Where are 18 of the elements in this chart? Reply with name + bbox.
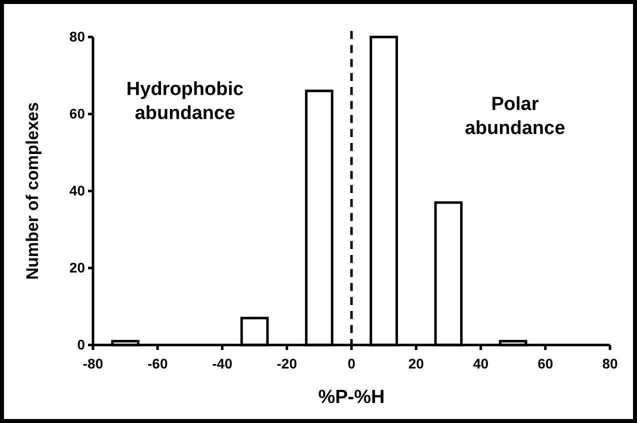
x-tick-label: 20 xyxy=(408,355,424,372)
x-tick-label: -80 xyxy=(82,355,104,372)
annotation: Polar abundance xyxy=(464,94,566,139)
x-tick-label: 60 xyxy=(538,355,554,372)
y-tick-label: 80 xyxy=(69,28,86,44)
x-tick-label: -60 xyxy=(148,355,168,372)
y-tick-label: 0 xyxy=(77,336,86,352)
annotation: Hydrophobic abundance xyxy=(126,79,244,124)
x-tick-label: -20 xyxy=(276,355,298,372)
y-tick-label: 40 xyxy=(69,182,86,198)
x-tick-label: 0 xyxy=(348,355,356,372)
x-tick-label: 40 xyxy=(472,355,489,372)
y-tick-label: 20 xyxy=(69,259,86,276)
x-axis-title: %P-%H xyxy=(318,387,385,408)
y-tick-label: 60 xyxy=(69,105,86,122)
x-tick-label: -40 xyxy=(212,355,233,372)
y-axis-title: Number of complexes xyxy=(23,102,42,280)
x-tick-label: 80 xyxy=(602,355,618,372)
